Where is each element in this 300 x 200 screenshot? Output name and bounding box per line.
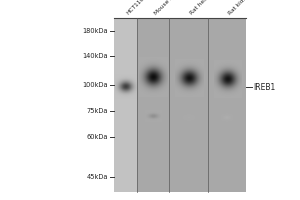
Bar bbox=[114, 18, 136, 192]
Text: 140kDa: 140kDa bbox=[82, 53, 108, 59]
Text: Rat heart: Rat heart bbox=[189, 0, 212, 16]
Text: Rat kidney: Rat kidney bbox=[227, 0, 253, 16]
Text: HCT116: HCT116 bbox=[125, 0, 145, 16]
Text: 100kDa: 100kDa bbox=[82, 82, 108, 88]
Bar bbox=[136, 18, 246, 192]
Text: 180kDa: 180kDa bbox=[82, 28, 108, 34]
Text: Mouse kidney: Mouse kidney bbox=[153, 0, 185, 16]
Text: 60kDa: 60kDa bbox=[86, 134, 108, 140]
Text: 45kDa: 45kDa bbox=[86, 174, 108, 180]
Text: IREB1: IREB1 bbox=[254, 83, 276, 92]
Text: 75kDa: 75kDa bbox=[86, 108, 108, 114]
